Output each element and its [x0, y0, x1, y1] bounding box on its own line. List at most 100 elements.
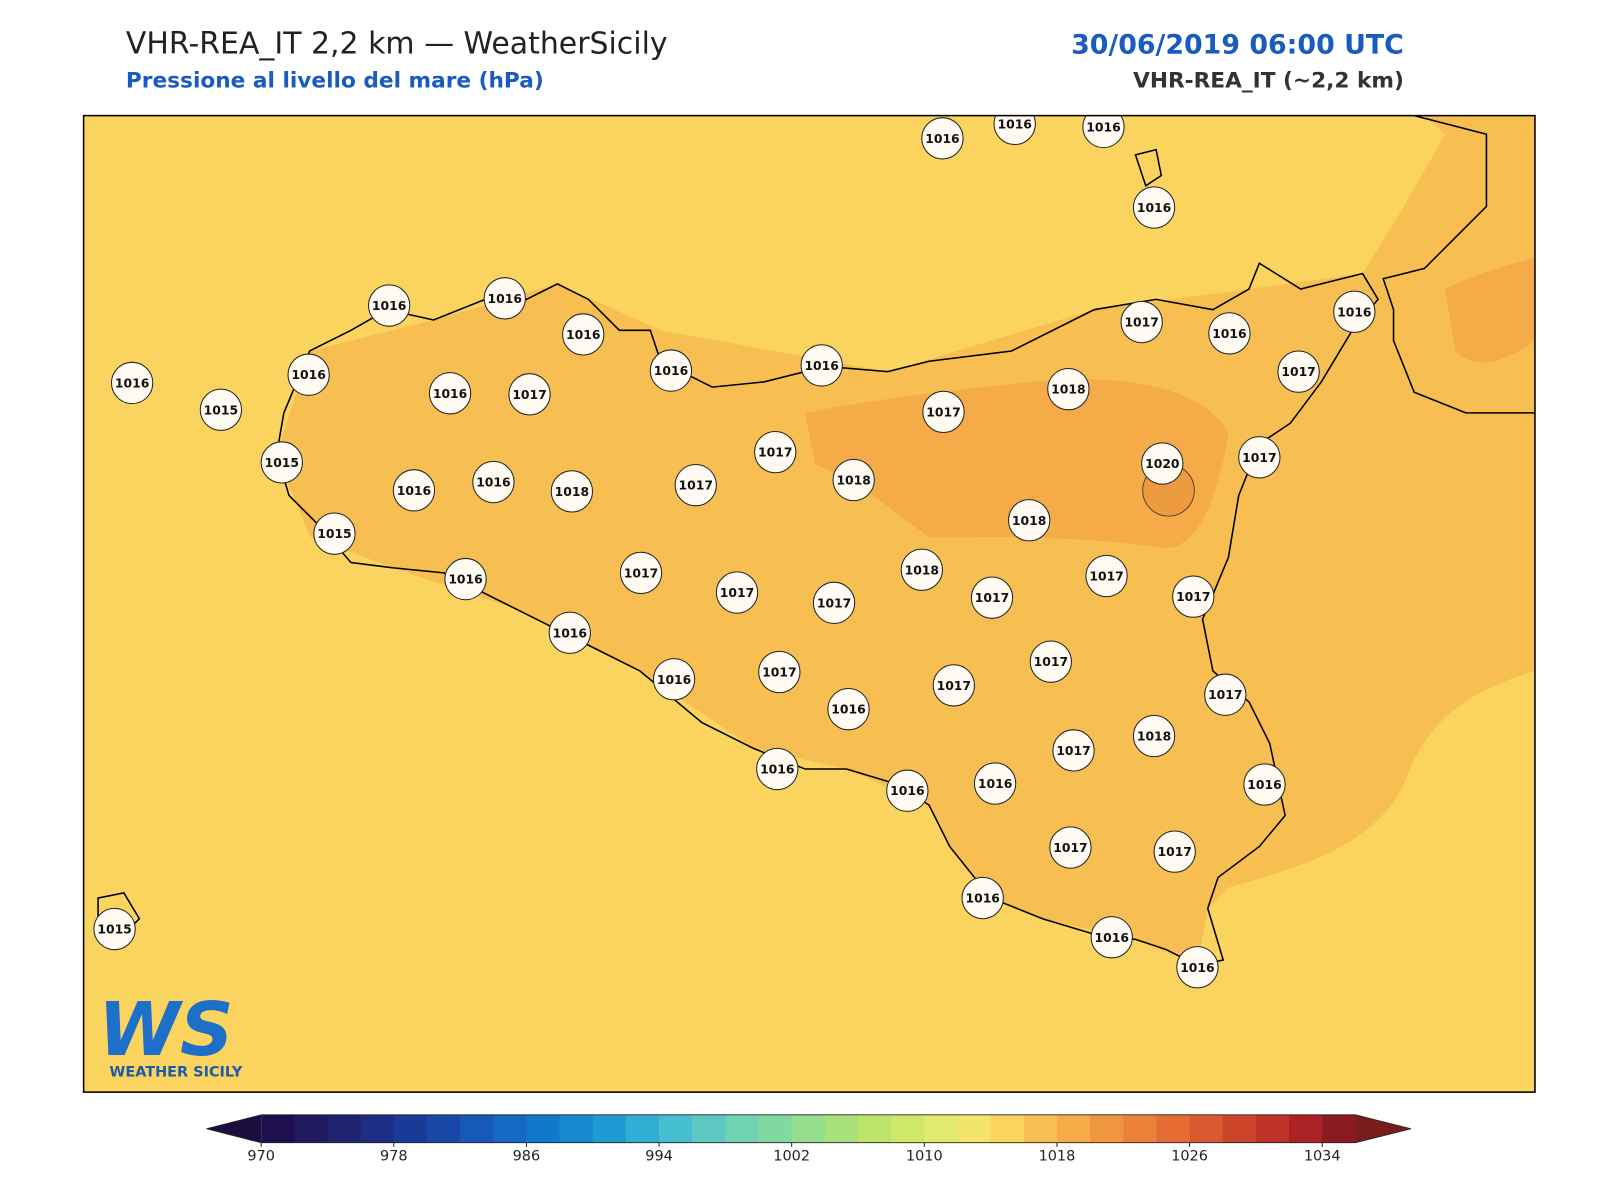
station-marker [1204, 673, 1247, 716]
station-value: 1016 [397, 484, 431, 498]
pressure-area [805, 379, 1229, 549]
station-marker [1047, 367, 1090, 411]
colorbar: 970 978 986 994 1002 1010 1018 1026 1034 [206, 1114, 1412, 1164]
station-marker [1333, 290, 1376, 333]
station-value: 1016 [760, 763, 794, 777]
station-marker [756, 747, 799, 791]
station-marker [832, 458, 875, 502]
station-marker [1243, 763, 1286, 806]
station-value: 1016 [654, 364, 688, 378]
map-frame [82, 114, 1536, 1093]
station-marker [1008, 499, 1051, 542]
colorbar-bin [559, 1114, 594, 1143]
station-marker [800, 344, 843, 387]
station-value: 1017 [1034, 655, 1068, 669]
station-value: 1017 [926, 405, 960, 419]
station-value: 1018 [1137, 730, 1171, 744]
station-value: 1017 [1157, 845, 1191, 859]
station-marker [508, 373, 551, 416]
logo-name: WEATHER SICILY [109, 1065, 242, 1081]
station-value: 1017 [624, 566, 658, 580]
station-value: 1016 [1247, 778, 1281, 792]
station-marker [1052, 729, 1095, 772]
station-marker [922, 390, 965, 434]
colorbar-bin [426, 1114, 461, 1143]
station-value: 1016 [372, 299, 406, 313]
station-value: 1015 [97, 923, 131, 937]
colorbar-bin [493, 1114, 527, 1143]
station-value: 1017 [762, 666, 796, 680]
colorbar-bin [460, 1114, 494, 1143]
colorbar-bin [659, 1114, 693, 1143]
station-value: 1015 [204, 403, 238, 417]
model: VHR-REA_IT (~2,2 km) [1133, 69, 1404, 94]
station-marker [1090, 916, 1133, 959]
colorbar-tick-label: 1002 [773, 1148, 810, 1164]
colorbar-bin [725, 1114, 760, 1143]
station-value: 1016 [978, 777, 1012, 791]
station-marker [548, 611, 591, 654]
station-value: 1016 [433, 387, 467, 401]
station-value: 1016 [291, 368, 325, 382]
station-marker [1208, 312, 1251, 355]
colorbar-bin [791, 1114, 826, 1143]
station-marker [1085, 554, 1128, 598]
station-marker [199, 388, 243, 431]
colorbar-bin [360, 1114, 395, 1143]
colorbar-under [206, 1114, 262, 1143]
station-marker [287, 353, 330, 396]
colorbar-bin [1156, 1114, 1191, 1143]
station-value: 1016 [488, 292, 522, 306]
station-marker [260, 441, 303, 484]
colorbar-over [1355, 1114, 1412, 1143]
colorbar-tick-label: 994 [645, 1148, 673, 1164]
station-value: 1016 [476, 476, 510, 490]
colorbar-tick-label: 986 [513, 1148, 541, 1164]
station-marker [1120, 300, 1163, 344]
station-marker [921, 117, 964, 160]
station-value: 1017 [1281, 365, 1315, 379]
station-marker [1141, 442, 1184, 485]
station-value: 1018 [1051, 383, 1085, 397]
station-value: 1016 [553, 626, 587, 640]
station-value: 1016 [1180, 961, 1214, 975]
title: VHR-REA_IT 2,2 km — WeatherSicily [126, 27, 668, 62]
colorbar-bin [957, 1114, 992, 1143]
colorbar-bin [1023, 1114, 1058, 1143]
station-marker [562, 313, 605, 356]
station-marker [483, 277, 526, 320]
station-marker [619, 551, 663, 595]
station-marker [1153, 830, 1196, 873]
station-marker [1029, 640, 1072, 683]
station-marker [1132, 714, 1176, 758]
station-value: 1016 [657, 673, 691, 687]
station-marker [1082, 115, 1125, 149]
station-value: 1016 [1086, 121, 1120, 135]
station-value: 1018 [905, 563, 939, 577]
station-value: 1017 [975, 591, 1009, 605]
station-marker [428, 372, 472, 415]
station-value: 1015 [317, 527, 351, 541]
station-value: 1016 [890, 784, 924, 798]
station-marker [961, 876, 1004, 920]
station-value: 1016 [1095, 931, 1129, 945]
station-marker [444, 557, 487, 601]
station-marker [649, 349, 693, 392]
colorbar-tick-label: 1034 [1304, 1148, 1341, 1164]
station-value: 1017 [817, 596, 851, 610]
colorbar-bin [924, 1114, 958, 1143]
station-marker [932, 664, 975, 707]
colorbar-tick-label: 1018 [1039, 1148, 1076, 1164]
station-value: 1016 [115, 377, 149, 391]
station-marker [1049, 826, 1092, 869]
colorbar-bin [692, 1114, 726, 1143]
pressure-area [1445, 258, 1535, 363]
station-value: 1016 [997, 117, 1031, 131]
colorbar-tick-label: 1026 [1171, 1148, 1208, 1164]
station-marker [754, 430, 797, 474]
colorbar-bin [990, 1114, 1025, 1143]
colorbar-tick-label: 1010 [906, 1148, 943, 1164]
stations: 1016 1016 1016 1016 1016 1016 1016 1016 1016 1015… [93, 115, 1376, 989]
